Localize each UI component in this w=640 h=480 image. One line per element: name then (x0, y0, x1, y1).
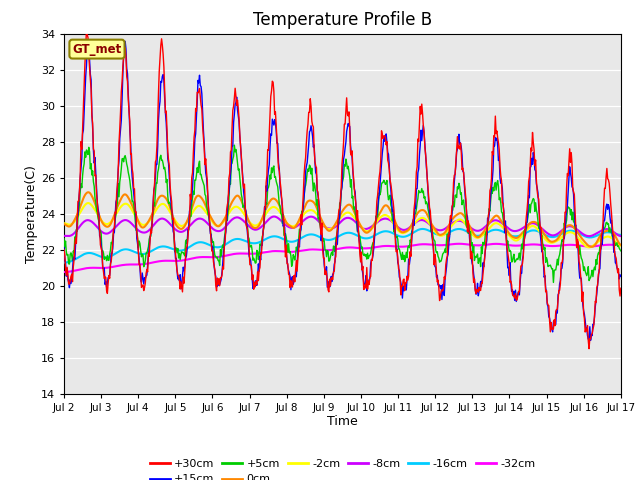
X-axis label: Time: Time (327, 415, 358, 429)
Text: GT_met: GT_met (72, 43, 122, 56)
Title: Temperature Profile B: Temperature Profile B (253, 11, 432, 29)
Y-axis label: Temperature(C): Temperature(C) (25, 165, 38, 263)
Legend: +30cm, +15cm, +5cm, 0cm, -2cm, -8cm, -16cm, -32cm: +30cm, +15cm, +5cm, 0cm, -2cm, -8cm, -16… (145, 455, 540, 480)
